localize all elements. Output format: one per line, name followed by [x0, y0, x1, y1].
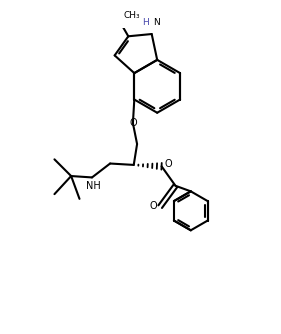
- Text: N: N: [153, 18, 160, 27]
- Text: O: O: [149, 201, 157, 211]
- Text: H: H: [142, 18, 149, 27]
- Text: CH₃: CH₃: [123, 11, 140, 20]
- Text: NH: NH: [86, 181, 101, 191]
- Text: O: O: [165, 159, 173, 169]
- Text: O: O: [130, 118, 137, 128]
